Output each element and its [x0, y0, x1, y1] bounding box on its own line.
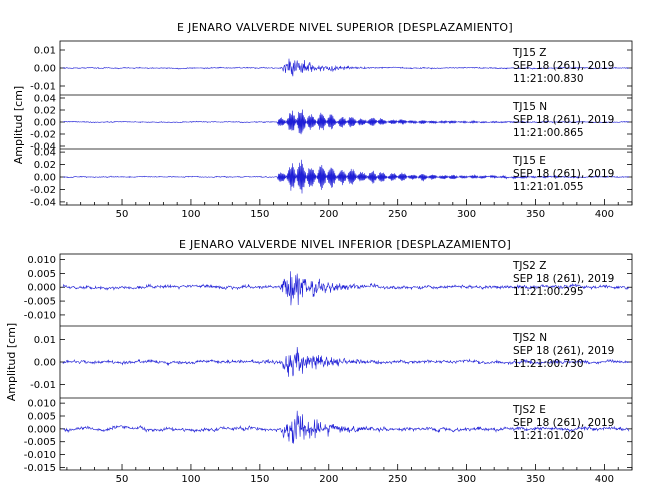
lower-x-axis: 50 100 150 200 250 300 350 400	[66, 464, 633, 485]
date-label: SEP 18 (261), 2019	[513, 114, 614, 126]
x-tick-label: 50	[116, 209, 129, 220]
y-tick-label: 0.000	[27, 283, 56, 294]
upper-frame	[59, 40, 633, 206]
x-tick-label: 150	[250, 209, 269, 220]
y-tick-label: 0.04	[34, 94, 56, 105]
y-tick-label: -0.010	[24, 310, 56, 321]
y-tick-label: 0.01	[34, 335, 56, 346]
lower-figure: E JENARO VALVERDE NIVEL INFERIOR [DESPLA…	[5, 238, 633, 485]
y-tick-label: -0.02	[30, 130, 56, 141]
x-tick-label: 400	[595, 474, 614, 485]
x-tick-label: 350	[526, 474, 545, 485]
y-tick-label: -0.015	[24, 463, 56, 474]
station-component-label: TJS2 N	[512, 332, 547, 344]
seismogram-trace	[62, 159, 630, 194]
x-tick-label: 200	[319, 474, 338, 485]
upper-figure: E JENARO VALVERDE NIVEL SUPERIOR [DESPLA…	[12, 21, 633, 220]
date-label: SEP 18 (261), 2019	[513, 345, 614, 357]
y-tick-label: 0.000	[27, 424, 56, 435]
x-tick-label: 350	[526, 209, 545, 220]
station-component-label: TJS2 E	[512, 404, 546, 416]
date-label: SEP 18 (261), 2019	[513, 273, 614, 285]
seismogram-trace	[62, 346, 630, 377]
y-tick-label: -0.010	[24, 450, 56, 461]
x-tick-label: 200	[319, 209, 338, 220]
upper-x-axis: 50 100 150 200 250 300 350 400	[66, 199, 633, 220]
y-tick-label: -0.04	[30, 197, 56, 208]
y-tick-label: 0.01	[34, 46, 56, 57]
station-component-label: TJ15 Z	[512, 47, 546, 59]
y-tick-label: 0.005	[27, 269, 56, 280]
x-tick-label: 400	[595, 209, 614, 220]
upper-title: E JENARO VALVERDE NIVEL SUPERIOR [DESPLA…	[177, 21, 513, 34]
upper-y-axis-label: Amplitud [cm]	[12, 86, 25, 164]
y-tick-label: 0.04	[34, 148, 56, 159]
y-tick-label: -0.01	[30, 380, 56, 391]
y-tick-label: 0.02	[34, 106, 56, 117]
date-label: SEP 18 (261), 2019	[513, 60, 614, 72]
y-tick-label: -0.005	[24, 297, 56, 308]
x-tick-label: 100	[181, 474, 200, 485]
lower-y-axis-label: Amplitud [cm]	[5, 323, 18, 401]
y-tick-label: -0.02	[30, 185, 56, 196]
y-tick-label: -0.04	[30, 142, 56, 153]
y-tick-label: -0.005	[24, 437, 56, 448]
y-tick-label: 0.010	[27, 255, 56, 266]
x-tick-label: 150	[250, 474, 269, 485]
time-label: 11:21:00.865	[513, 127, 584, 139]
x-tick-label: 250	[388, 209, 407, 220]
x-tick-label: 250	[388, 474, 407, 485]
y-tick-label: 0.005	[27, 412, 56, 423]
x-tick-label: 300	[457, 209, 476, 220]
station-component-label: TJS2 Z	[512, 260, 546, 272]
seismogram-trace	[62, 271, 630, 306]
y-tick-label: 0.00	[34, 173, 56, 184]
seismogram-trace	[62, 58, 630, 77]
y-tick-label: 0.00	[34, 118, 56, 129]
date-label: SEP 18 (261), 2019	[513, 417, 614, 429]
y-tick-label: 0.010	[27, 399, 56, 410]
x-tick-label: 100	[181, 209, 200, 220]
seismogram-trace	[62, 109, 630, 135]
y-tick-label: -0.01	[30, 82, 56, 93]
station-component-label: TJ15 N	[512, 101, 547, 113]
x-tick-label: 50	[116, 474, 129, 485]
time-label: 11:21:01.020	[513, 430, 584, 442]
seismogram-trace	[62, 410, 630, 444]
time-label: 11:21:01.055	[513, 181, 584, 193]
y-tick-label: 0.00	[34, 64, 56, 75]
date-label: SEP 18 (261), 2019	[513, 168, 614, 180]
y-tick-label: 0.00	[34, 358, 56, 369]
station-component-label: TJ15 E	[512, 155, 546, 167]
time-label: 11:21:00.830	[513, 73, 584, 85]
lower-title: E JENARO VALVERDE NIVEL INFERIOR [DESPLA…	[179, 238, 511, 251]
time-label: 11:21:00.730	[513, 358, 584, 370]
time-label: 11:21:00.295	[513, 286, 584, 298]
x-tick-label: 300	[457, 474, 476, 485]
y-tick-label: 0.02	[34, 160, 56, 171]
